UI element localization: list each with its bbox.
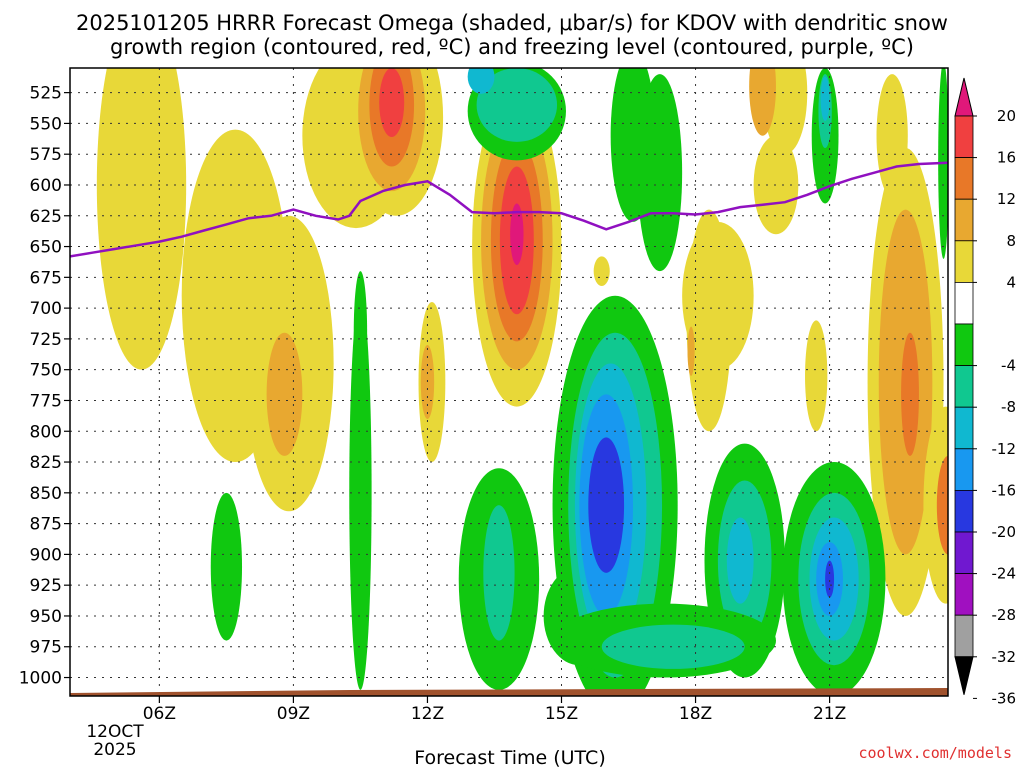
omega-shading (96, 68, 948, 696)
pressure-tick-label: 550 (30, 114, 62, 134)
downward-omega-region (210, 492, 243, 641)
grid-lines (70, 68, 948, 696)
colorbar-cell (954, 198, 974, 242)
colorbar-cell (954, 448, 974, 491)
pressure-tick-label: 525 (30, 84, 62, 104)
downward-omega-region (637, 74, 683, 272)
time-tick-label: 06Z (143, 704, 176, 724)
colorbar-tick-label: 16 (997, 149, 1016, 167)
pressure-tick-label: 650 (30, 238, 62, 258)
pressure-tick-label: 600 (30, 176, 62, 196)
colorbar-tick-label: 12 (997, 190, 1016, 208)
upward-omega-region (936, 455, 948, 555)
colorbar-tick-label: -24 (992, 565, 1017, 583)
colorbar: 20 16 12 8 4 -4 -8 -12 -16 -20 -24 -28 -32 -36 (954, 77, 1017, 707)
upward-omega-region (96, 68, 187, 370)
pressure-tick-label: 775 (30, 391, 62, 411)
downward-omega-region (601, 624, 745, 669)
ground-surface (70, 688, 948, 696)
colorbar-tick-label: -28 (992, 606, 1017, 624)
pressure-tick-label: 875 (30, 515, 62, 535)
upward-omega-region (805, 320, 828, 432)
colorbar-cell (954, 573, 974, 616)
pressure-tick-label: 1000 (19, 669, 62, 689)
colorbar-cell (954, 365, 974, 408)
upward-omega-region (901, 332, 919, 456)
colorbar-tick-label: -4 (1001, 357, 1016, 375)
colorbar-cell (954, 614, 974, 658)
downward-omega-region (483, 505, 515, 641)
pressure-tick-label: 975 (30, 638, 62, 658)
downward-omega-region (467, 68, 495, 94)
upward-omega-region (687, 326, 695, 376)
colorbar-cell (954, 406, 974, 450)
upward-omega-region (510, 203, 524, 266)
pressure-tick-label: 825 (30, 453, 62, 473)
upward-omega-region (593, 256, 610, 286)
pressure-tick-label: 750 (30, 361, 62, 381)
freezing-level-line (70, 161, 948, 258)
time-tick-label: 12Z (411, 704, 444, 724)
x-axis-label: Forecast Time (UTC) (414, 747, 605, 768)
pressure-tick-label: 675 (30, 268, 62, 288)
colorbar-tick-label: -8 (1001, 398, 1016, 416)
plot-area (70, 68, 948, 696)
upward-omega-region (749, 68, 776, 136)
colorbar-cell (954, 531, 974, 574)
colorbar-tick-label: 20 (997, 107, 1016, 125)
credit-label: coolwx.com/models (858, 744, 1012, 762)
colorbar-tick-label: -12 (992, 440, 1017, 458)
downward-omega-region (825, 560, 835, 598)
upward-omega-region (266, 332, 303, 456)
plot-frame (69, 67, 949, 697)
downward-omega-region (726, 517, 754, 604)
time-tick-label: 15Z (545, 704, 578, 724)
downward-omega-region (820, 76, 830, 121)
pressure-tick-label: 850 (30, 484, 62, 504)
pressure-tick-label: 900 (30, 545, 62, 565)
chart-title-line-1: 2025101205 HRRR Forecast Omega (shaded, … (76, 11, 948, 35)
colorbar-tick-label: -16 (992, 481, 1017, 499)
time-tick-label: 21Z (813, 704, 846, 724)
pressure-tick-label: 575 (30, 145, 62, 165)
colorbar-bottom-arrow (954, 656, 974, 695)
colorbar-tick-label: 4 (1006, 273, 1016, 291)
pressure-tick-label: 800 (30, 422, 62, 442)
chart-title-line-2: growth region (contoured, red, ºC) and f… (110, 35, 914, 59)
upward-omega-region (923, 406, 948, 604)
colorbar-tick-label: -20 (992, 523, 1017, 541)
downward-omega-region (353, 271, 368, 395)
pressure-tick-label: 950 (30, 607, 62, 627)
colorbar-tick-label: -32 (992, 648, 1017, 666)
colorbar-cell (954, 489, 974, 533)
pressure-tick-label: 700 (30, 299, 62, 319)
colorbar-cell (954, 240, 974, 283)
time-axis: 06Z 09Z 12Z 15Z 18Z 21Z (143, 696, 846, 724)
colorbar-cell (954, 115, 974, 158)
colorbar-top-arrow (954, 77, 974, 117)
pressure-tick-label: 625 (30, 207, 62, 227)
colorbar-cell (954, 157, 974, 200)
colorbar-tick-label: -36 (992, 689, 1017, 707)
pressure-axis: 525 550 575 600 625 650 675 700 725 750 775 800 825 8… (19, 84, 70, 689)
downward-omega-region (476, 68, 558, 142)
upward-omega-region (686, 209, 732, 432)
time-tick-label: 18Z (679, 704, 712, 724)
pressure-tick-label: 725 (30, 330, 62, 350)
upward-omega-region (379, 68, 405, 137)
downward-omega-region (588, 437, 625, 573)
date-label-year: 2025 (93, 740, 136, 760)
colorbar-cell (954, 323, 974, 366)
pressure-tick-label: 925 (30, 576, 62, 596)
colorbar-tick-label: 8 (1006, 232, 1016, 250)
downward-omega-region (349, 295, 372, 690)
colorbar-cell (954, 281, 974, 325)
time-tick-label: 09Z (277, 704, 310, 724)
date-label-day: 12OCT (86, 722, 144, 742)
